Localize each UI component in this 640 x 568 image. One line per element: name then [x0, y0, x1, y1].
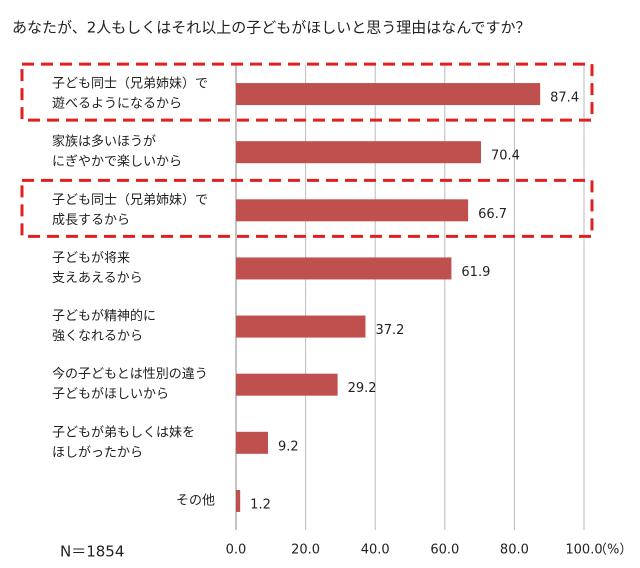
- value-label: 70.4: [491, 149, 520, 164]
- y-tick-label: その他: [176, 493, 215, 508]
- y-tick-label: 支えあえるから: [52, 271, 143, 286]
- value-label: 61.9: [461, 265, 490, 280]
- bar: [236, 83, 541, 106]
- y-tick-label: 遊べるようになるから: [52, 97, 182, 112]
- value-label: 66.7: [478, 207, 507, 222]
- value-label: 87.4: [550, 91, 579, 106]
- x-tick-label: 20.0: [291, 543, 320, 558]
- y-tick-label: 子どもが将来: [52, 251, 130, 266]
- y-tick-label: 子どもが弟もしくは妹を: [52, 425, 195, 440]
- chart-title: あなたが、2人もしくはそれ以上の子どもがほしいと思う理由はなんですか？: [12, 19, 531, 37]
- highlight-box: [20, 62, 594, 122]
- x-tick-label: 80.0: [500, 543, 529, 558]
- x-tick-label: 0.0: [226, 543, 247, 558]
- y-tick-label: 今の子どもとは性別の違う: [52, 366, 208, 382]
- value-label: 1.2: [250, 497, 271, 512]
- y-tick-label: 家族は多いほうが: [52, 134, 156, 150]
- bar: [236, 489, 241, 512]
- y-tick-label: にぎやかで楽しいから: [52, 154, 182, 170]
- value-label: 9.2: [278, 439, 299, 454]
- bar: [236, 257, 452, 280]
- y-tick-label: 子ども同士（兄弟姉妹）で: [52, 77, 208, 92]
- value-label: 37.2: [375, 323, 404, 338]
- highlight-box: [20, 178, 594, 238]
- x-tick-label: 40.0: [361, 543, 390, 558]
- x-tick-label: 100.0: [565, 543, 602, 558]
- y-tick-label: 子どもがほしいから: [52, 387, 169, 402]
- y-tick-label: ほしがったから: [52, 445, 143, 460]
- sample-size: N＝1854: [60, 543, 124, 561]
- value-label: 29.2: [348, 381, 377, 396]
- bar: [236, 199, 469, 222]
- x-tick-label: 60.0: [430, 543, 459, 558]
- x-unit: （%）: [594, 543, 632, 558]
- y-tick-label: 子ども同士（兄弟姉妹）で: [52, 193, 208, 208]
- y-tick-label: 成長するから: [52, 213, 130, 228]
- bar: [236, 373, 338, 396]
- bar: [236, 141, 481, 164]
- bar: [236, 431, 269, 454]
- y-tick-label: 強くなれるから: [52, 329, 143, 344]
- y-tick-label: 子どもが精神的に: [52, 308, 156, 324]
- bar: [236, 315, 366, 338]
